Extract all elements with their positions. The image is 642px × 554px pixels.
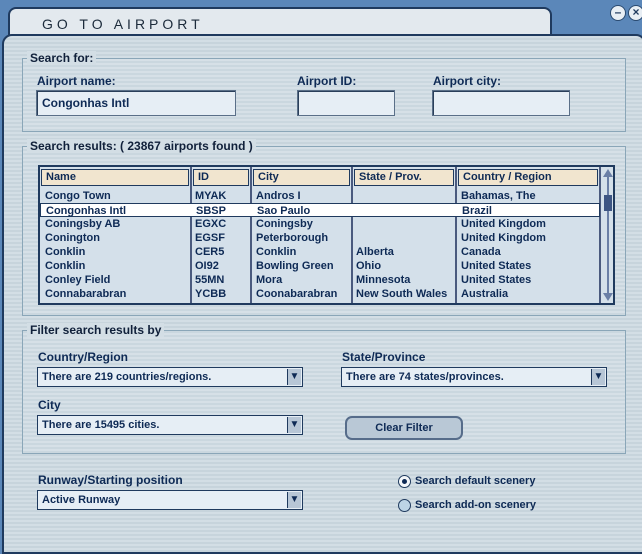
table-cell: Sao Paulo bbox=[257, 205, 311, 217]
scrollbar[interactable] bbox=[602, 169, 614, 301]
table-cell: United States bbox=[461, 260, 532, 272]
table-cell: Bahamas, The bbox=[461, 190, 536, 202]
chevron-down-icon[interactable]: ▼ bbox=[591, 369, 605, 385]
table-cell: Australia bbox=[461, 288, 509, 300]
table-cell: Conklin bbox=[45, 246, 86, 258]
table-row[interactable]: Conklin CER5 Conklin Alberta Canada bbox=[40, 245, 600, 259]
runway-label: Runway/Starting position bbox=[38, 473, 183, 487]
table-cell: Conklin bbox=[256, 246, 297, 258]
table-row[interactable]: Conington EGSF Peterborough United Kingdom bbox=[40, 231, 600, 245]
airport-name-label: Airport name: bbox=[37, 74, 116, 88]
table-cell: Canada bbox=[461, 246, 501, 258]
default-scenery-radio[interactable] bbox=[398, 475, 411, 488]
table-cell: Peterborough bbox=[256, 232, 329, 244]
table-cell: Conley Field bbox=[45, 274, 111, 286]
table-cell: 55MN bbox=[195, 274, 225, 286]
airport-name-input[interactable]: Congonhas Intl bbox=[36, 90, 236, 116]
table-cell: Congo Town bbox=[45, 190, 111, 202]
table-cell: EGSF bbox=[195, 232, 225, 244]
filter-group-label: Filter search results by bbox=[27, 323, 165, 337]
city-dropdown[interactable]: There are 15495 cities. ▼ bbox=[37, 415, 303, 435]
airport-id-label: Airport ID: bbox=[297, 74, 357, 88]
table-row-selected[interactable]: Congonhas Intl SBSP Sao Paulo Brazil bbox=[40, 203, 600, 217]
table-cell: New South Wales bbox=[356, 288, 448, 300]
filter-group bbox=[22, 330, 626, 454]
table-cell: Conington bbox=[45, 232, 100, 244]
table-cell: Congonhas Intl bbox=[46, 205, 127, 217]
city-label: City bbox=[38, 398, 61, 412]
table-cell: Ohio bbox=[356, 260, 382, 272]
addon-scenery-label[interactable]: Search add-on scenery bbox=[415, 499, 537, 511]
table-row[interactable]: Coningsby AB EGXC Coningsby United Kingdom bbox=[40, 217, 600, 231]
table-cell: Bowling Green bbox=[256, 260, 334, 272]
column-divider bbox=[599, 167, 601, 303]
state-dropdown[interactable]: There are 74 states/provinces. ▼ bbox=[341, 367, 607, 387]
country-value: There are 219 countries/regions. bbox=[42, 371, 212, 383]
state-label: State/Province bbox=[342, 350, 426, 364]
scroll-thumb[interactable] bbox=[604, 195, 612, 211]
column-divider bbox=[250, 167, 252, 303]
chevron-down-icon[interactable]: ▼ bbox=[287, 417, 301, 433]
table-cell: OI92 bbox=[195, 260, 219, 272]
scroll-up-icon[interactable] bbox=[603, 169, 613, 177]
airport-city-label: Airport city: bbox=[433, 74, 502, 88]
city-value: There are 15495 cities. bbox=[42, 419, 160, 431]
table-cell: United Kingdom bbox=[461, 218, 546, 230]
table-cell: United Kingdom bbox=[461, 232, 546, 244]
chevron-down-icon[interactable]: ▼ bbox=[287, 492, 301, 508]
table-cell: Andros I bbox=[256, 190, 301, 202]
scroll-down-icon[interactable] bbox=[603, 293, 613, 301]
column-divider bbox=[190, 167, 192, 303]
table-row[interactable]: Connabarabran YCBB Coonabarabran New South … bbox=[40, 287, 600, 301]
table-cell: Conklin bbox=[45, 260, 86, 272]
table-cell: EGXC bbox=[195, 218, 227, 230]
default-scenery-label[interactable]: Search default scenery bbox=[415, 475, 536, 487]
table-cell: United States bbox=[461, 274, 532, 286]
search-group-label: Search for: bbox=[27, 51, 97, 65]
minimize-icon[interactable]: – bbox=[610, 5, 626, 21]
column-header-id[interactable]: ID bbox=[193, 169, 249, 186]
state-value: There are 74 states/provinces. bbox=[346, 371, 504, 383]
table-cell: Coonabarabran bbox=[256, 288, 338, 300]
window-title: GO TO AIRPORT bbox=[42, 16, 204, 32]
clear-filter-button[interactable]: Clear Filter bbox=[345, 416, 463, 440]
table-cell: Minnesota bbox=[356, 274, 411, 286]
results-list[interactable]: Name ID City State / Prov. Country / Reg… bbox=[38, 165, 615, 305]
airport-id-input[interactable] bbox=[297, 90, 395, 116]
country-label: Country/Region bbox=[38, 350, 128, 364]
runway-dropdown[interactable]: Active Runway ▼ bbox=[37, 490, 303, 510]
close-icon[interactable]: × bbox=[628, 5, 642, 21]
column-divider bbox=[455, 167, 457, 303]
column-header-country[interactable]: Country / Region bbox=[458, 169, 598, 186]
airport-city-input[interactable] bbox=[432, 90, 570, 116]
column-divider bbox=[351, 167, 353, 303]
table-cell: Mora bbox=[256, 274, 283, 286]
country-dropdown[interactable]: There are 219 countries/regions. ▼ bbox=[37, 367, 303, 387]
runway-value: Active Runway bbox=[42, 494, 121, 506]
table-cell: Connabarabran bbox=[45, 288, 127, 300]
table-cell: Coningsby bbox=[256, 218, 313, 230]
table-cell: SBSP bbox=[196, 205, 226, 217]
column-header-city[interactable]: City bbox=[253, 169, 350, 186]
table-cell: Coningsby AB bbox=[45, 218, 121, 230]
table-row[interactable]: Conklin OI92 Bowling Green Ohio United State… bbox=[40, 259, 600, 273]
table-cell: CER5 bbox=[195, 246, 225, 258]
table-cell: YCBB bbox=[195, 288, 227, 300]
results-group-label: Search results: ( 23867 airports found ) bbox=[27, 139, 256, 153]
table-row[interactable]: Congo Town MYAK Andros I Bahamas, The bbox=[40, 189, 600, 203]
table-cell: Brazil bbox=[462, 205, 492, 217]
column-header-name[interactable]: Name bbox=[41, 169, 189, 186]
column-header-state[interactable]: State / Prov. bbox=[354, 169, 454, 186]
addon-scenery-radio[interactable] bbox=[398, 499, 411, 512]
table-cell: Alberta bbox=[356, 246, 394, 258]
table-cell: MYAK bbox=[195, 190, 227, 202]
table-row[interactable]: Conley Field 55MN Mora Minnesota United Stat… bbox=[40, 273, 600, 287]
chevron-down-icon[interactable]: ▼ bbox=[287, 369, 301, 385]
